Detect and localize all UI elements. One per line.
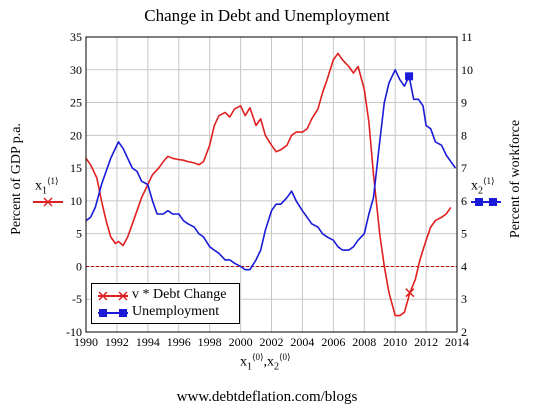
x-tick-label: 1994 [136, 335, 160, 349]
y-left-tick-label: 35 [70, 30, 82, 44]
legend-label-unemployment: Unemployment [132, 304, 220, 319]
x-tick-label: 2008 [352, 335, 376, 349]
y-left-tick-label: -10 [66, 325, 82, 339]
x-marker-icon [98, 291, 128, 301]
series-line-debt-change [85, 52, 452, 317]
series-line-unemployment [85, 69, 457, 271]
y-right-tick-label: 6 [461, 194, 467, 208]
y-axis-left-label: Percent of GDP p.a. [9, 123, 24, 235]
x-tick-label: 2014 [445, 335, 469, 349]
y-right-tick-label: 4 [461, 259, 467, 273]
square-marker-icon [475, 198, 483, 206]
x-tick-label: 2000 [229, 335, 253, 349]
left-var-sub: 1 [42, 185, 47, 197]
series-marker-x [405, 288, 415, 298]
y-left-tick-label: 0 [76, 259, 82, 273]
right-series-var-label: x2⟨1⟩ [471, 176, 495, 196]
x-axis-label: x1⟨0⟩,x2⟨0⟩ [240, 352, 291, 372]
x-axis-var1-sup: ⟨0⟩ [252, 352, 264, 362]
x-axis-var2-sub: 2 [274, 361, 280, 373]
y-right-tick-label: 3 [461, 292, 467, 306]
y-right-tick-label: 2 [461, 325, 467, 339]
chart-title: Change in Debt and Unemployment [144, 6, 390, 25]
x-tick-label: 2002 [260, 335, 284, 349]
x-marker-icon [43, 197, 53, 207]
x-tick-label: 2010 [383, 335, 407, 349]
x-tick-label: 1990 [74, 335, 98, 349]
series-layer [85, 52, 457, 317]
legend-swatch-unemployment [98, 309, 128, 317]
y-left-tick-label: 20 [70, 128, 82, 142]
y-right-tick-label: 7 [461, 161, 467, 175]
left-series-var-label: x1⟨1⟩ [35, 176, 59, 196]
right-var-sub: 2 [478, 185, 483, 197]
x-tick-label: 2006 [321, 335, 345, 349]
x-tick-label: 2012 [414, 335, 438, 349]
y-right-tick-label: 9 [461, 96, 467, 110]
y-right-tick-label: 11 [461, 30, 473, 44]
legend-swatch-debt [98, 291, 128, 301]
x-axis-var1-sub: 1 [247, 361, 252, 373]
y-right-tick-label: 5 [461, 227, 467, 241]
x-axis-var1: x [240, 354, 247, 370]
footer-url: www.debtdeflation.com/blogs [176, 389, 358, 405]
y-left-tick-label: 25 [70, 96, 82, 110]
plot-frame [85, 36, 458, 333]
x-tick-label: 1992 [105, 335, 129, 349]
tick-labels: 1990 1992 1994 1996 1998 2000 2002 2004 2006 2008… [66, 30, 473, 349]
right-series-swatch [471, 198, 501, 206]
x-axis-sep: , [263, 354, 268, 370]
y-axis-right-label: Percent of workforce [508, 119, 523, 239]
y-left-tick-label: 15 [70, 161, 82, 175]
y-left-tick-label: 10 [70, 194, 82, 208]
x-axis-var2-sup: ⟨0⟩ [279, 352, 291, 362]
x-tick-label: 1998 [198, 335, 222, 349]
legend: v * Debt Change Unemployment [91, 283, 240, 324]
y-left-tick-label: 30 [70, 63, 82, 77]
x-tick-label: 1996 [167, 335, 191, 349]
right-var-sup: ⟨1⟩ [483, 176, 495, 186]
right-var: x [471, 178, 478, 194]
left-var-sup: ⟨1⟩ [47, 176, 59, 186]
y-right-tick-label: 10 [461, 63, 473, 77]
x-axis-var2: x [267, 354, 275, 370]
left-series-swatch [33, 197, 63, 207]
y-left-tick-label: -5 [72, 292, 82, 306]
left-var: x [35, 178, 42, 194]
y-left-tick-label: 5 [76, 227, 82, 241]
y-right-tick-label: 8 [461, 128, 467, 142]
legend-label-debt: v * Debt Change [132, 287, 227, 302]
series-marker-square [405, 72, 414, 81]
square-marker-icon [99, 309, 107, 317]
x-tick-label: 2004 [290, 335, 314, 349]
